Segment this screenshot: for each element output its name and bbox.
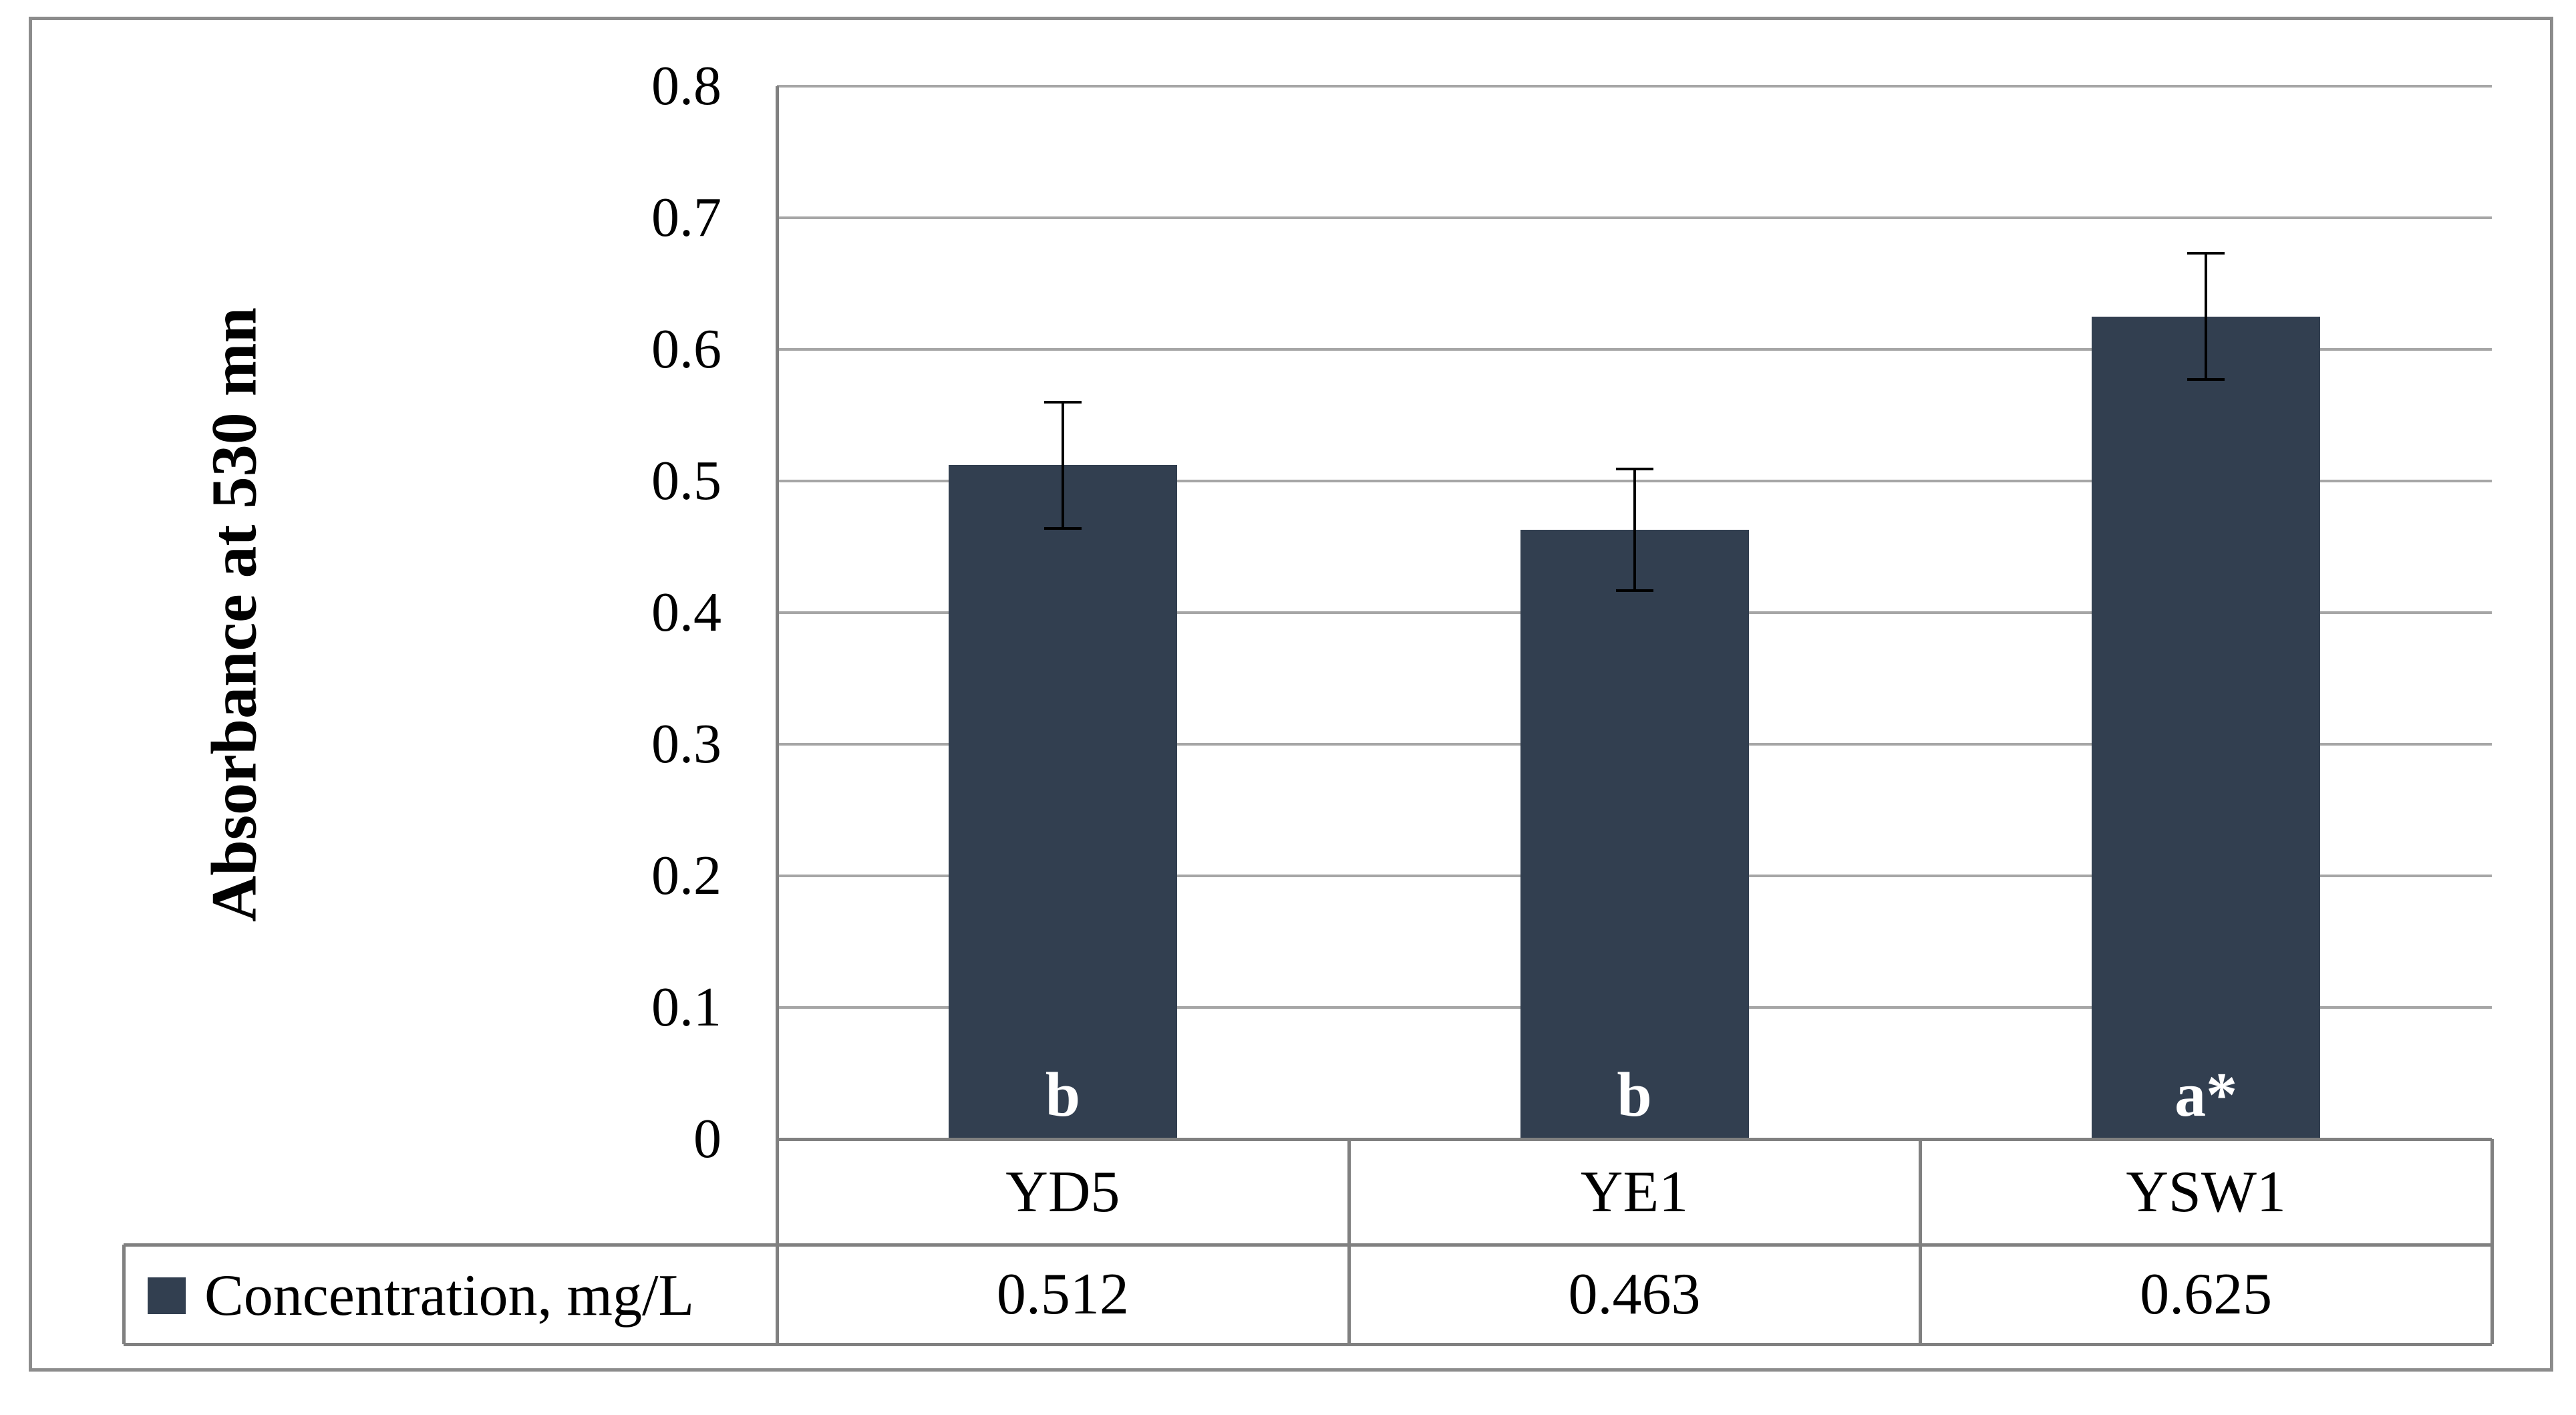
table-bottom-border xyxy=(124,1343,2492,1346)
legend-swatch-icon xyxy=(148,1277,186,1314)
y-axis-title: Absorbance at 530 mn xyxy=(198,307,270,923)
error-bar xyxy=(1633,469,1636,591)
y-tick-label: 0 xyxy=(693,1108,721,1170)
x-axis-line xyxy=(777,1138,2492,1141)
y-tick-label: 0.4 xyxy=(651,581,721,643)
gridline xyxy=(777,348,2492,351)
category-cell-YSW1: YSW1 xyxy=(2126,1159,2286,1225)
error-bar-cap xyxy=(1043,526,1082,530)
value-cell-YSW1: 0.625 xyxy=(2140,1262,2273,1327)
category-cell-YD5: YD5 xyxy=(1005,1159,1120,1225)
error-bar-cap xyxy=(1043,400,1082,404)
legend-label: Concentration, mg/L xyxy=(204,1263,695,1328)
bar-YD5[interactable] xyxy=(948,465,1177,1139)
table-column-divider xyxy=(1347,1139,1351,1344)
bar-YSW1[interactable] xyxy=(2092,316,2321,1139)
gridline xyxy=(777,216,2492,219)
bar-YE1[interactable] xyxy=(1520,529,1749,1139)
bar-significance-letter: a* xyxy=(2175,1060,2238,1130)
error-bar-cap xyxy=(2187,378,2225,381)
value-cell-YE1: 0.463 xyxy=(1568,1262,1701,1327)
y-tick-label: 0.5 xyxy=(651,450,721,512)
gridline xyxy=(777,85,2492,88)
error-bar xyxy=(1061,402,1064,528)
bar-significance-letter: b xyxy=(1617,1060,1652,1130)
category-cell-YE1: YE1 xyxy=(1580,1159,1689,1225)
y-axis-line xyxy=(776,86,779,1344)
table-column-divider xyxy=(1919,1139,1923,1344)
error-bar-cap xyxy=(1615,589,1653,592)
y-tick-label: 0.3 xyxy=(651,713,721,775)
y-tick-label: 0.1 xyxy=(651,976,721,1038)
legend-cell-left-border xyxy=(122,1245,126,1344)
table-row-divider xyxy=(124,1243,2492,1247)
table-column-divider xyxy=(2490,1139,2494,1344)
y-tick-label: 0.6 xyxy=(651,318,721,380)
bar-significance-letter: b xyxy=(1045,1060,1080,1130)
figure-border xyxy=(29,17,2553,1372)
error-bar xyxy=(2205,253,2208,380)
y-tick-label: 0.7 xyxy=(651,186,721,249)
error-bar-cap xyxy=(1615,468,1653,471)
value-cell-YD5: 0.512 xyxy=(996,1262,1129,1327)
y-tick-label: 0.2 xyxy=(651,844,721,907)
legend-cell: Concentration, mg/L xyxy=(126,1248,775,1343)
error-bar-cap xyxy=(2187,252,2225,255)
y-tick-label: 0.8 xyxy=(651,55,721,117)
